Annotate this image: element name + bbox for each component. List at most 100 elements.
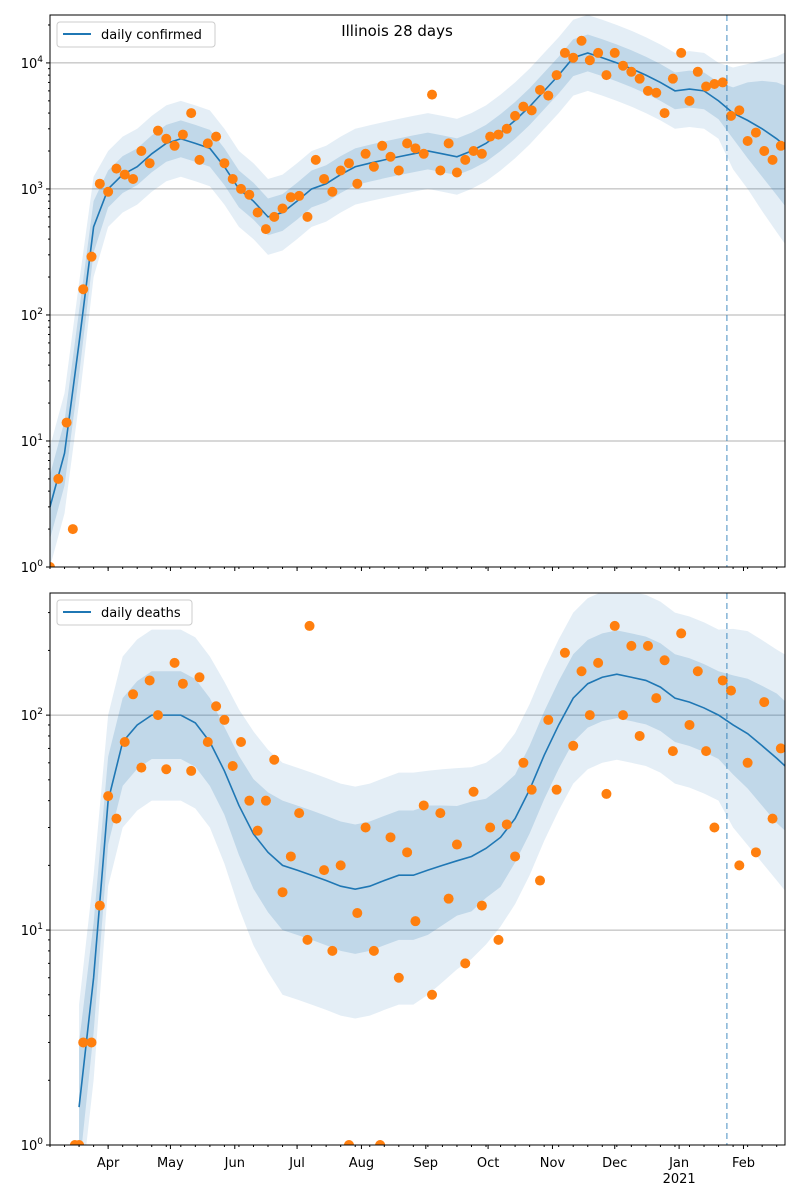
data-point bbox=[435, 808, 446, 819]
data-point bbox=[460, 958, 471, 969]
plot-area bbox=[50, 15, 785, 567]
data-point bbox=[418, 800, 429, 811]
data-point bbox=[485, 131, 496, 142]
data-point bbox=[468, 145, 479, 156]
y-tick-label: 102 bbox=[21, 707, 43, 724]
legend-box bbox=[56, 599, 193, 626]
data-point bbox=[144, 675, 155, 686]
data-point bbox=[368, 945, 379, 956]
data-point bbox=[252, 207, 263, 218]
data-point bbox=[593, 657, 604, 668]
data-point bbox=[294, 190, 305, 201]
data-point bbox=[667, 746, 678, 757]
data-point bbox=[169, 657, 180, 668]
data-point bbox=[576, 666, 587, 677]
data-point bbox=[501, 123, 512, 134]
data-point bbox=[726, 110, 737, 121]
data-point bbox=[684, 719, 695, 730]
data-point bbox=[451, 839, 462, 850]
data-point bbox=[94, 900, 105, 911]
data-point bbox=[74, 1140, 85, 1145]
data-point bbox=[260, 795, 271, 806]
data-point bbox=[227, 760, 238, 771]
data-point bbox=[518, 101, 529, 112]
data-point bbox=[767, 154, 778, 165]
x-year-label: 2021 bbox=[663, 1172, 696, 1187]
x-tick-label: Aug bbox=[349, 1156, 374, 1171]
data-point bbox=[244, 189, 255, 200]
data-point bbox=[343, 158, 354, 169]
data-point bbox=[227, 173, 238, 184]
data-point bbox=[352, 178, 363, 189]
data-point bbox=[535, 875, 545, 886]
data-point bbox=[236, 736, 247, 747]
data-point bbox=[526, 105, 537, 116]
data-point bbox=[277, 203, 288, 214]
data-point bbox=[568, 740, 579, 751]
data-point bbox=[119, 736, 130, 747]
data-point bbox=[559, 47, 570, 58]
data-point bbox=[427, 89, 438, 100]
data-point bbox=[402, 847, 413, 858]
data-point bbox=[526, 784, 537, 795]
data-point bbox=[476, 148, 487, 159]
data-point bbox=[742, 757, 753, 768]
x-tick-label: Jul bbox=[288, 1156, 305, 1171]
legend: daily confirmed bbox=[56, 21, 216, 48]
data-point bbox=[443, 893, 454, 904]
data-point bbox=[194, 672, 205, 683]
data-point bbox=[177, 678, 188, 689]
data-point bbox=[443, 138, 454, 149]
data-point bbox=[618, 60, 629, 71]
data-point bbox=[144, 158, 155, 169]
data-point bbox=[61, 417, 72, 428]
confirmed-panel: 100 101 102 103 104 daily confirmed bbox=[21, 14, 786, 576]
data-point bbox=[510, 110, 521, 121]
x-tick-label: Sep bbox=[414, 1156, 439, 1171]
data-point bbox=[584, 55, 595, 66]
data-point bbox=[128, 689, 139, 700]
y-tick-label: 101 bbox=[21, 922, 43, 939]
data-point bbox=[335, 860, 346, 871]
data-point bbox=[219, 158, 230, 169]
data-point bbox=[177, 129, 188, 140]
axes-frame bbox=[49, 14, 786, 568]
outer-band bbox=[50, 15, 785, 567]
data-point bbox=[510, 851, 521, 862]
data-point bbox=[302, 934, 313, 945]
data-point bbox=[535, 84, 545, 95]
data-point bbox=[194, 154, 205, 165]
data-point bbox=[759, 145, 770, 156]
data-point bbox=[360, 822, 371, 833]
data-point bbox=[676, 628, 687, 639]
data-point bbox=[53, 473, 64, 484]
data-point bbox=[375, 1140, 386, 1145]
data-point bbox=[67, 524, 78, 535]
data-point bbox=[692, 66, 703, 77]
data-point bbox=[609, 620, 620, 631]
data-point bbox=[285, 192, 296, 203]
data-point bbox=[634, 73, 645, 84]
data-point bbox=[236, 183, 247, 194]
data-point bbox=[476, 900, 487, 911]
data-point bbox=[626, 640, 637, 651]
data-point bbox=[485, 822, 496, 833]
data-point bbox=[493, 129, 504, 140]
data-point bbox=[609, 47, 620, 58]
x-tick-label: Feb bbox=[732, 1156, 755, 1171]
data-point bbox=[377, 140, 388, 151]
data-point bbox=[775, 140, 785, 151]
x-tick-label: Dec bbox=[602, 1156, 627, 1171]
data-point bbox=[568, 52, 579, 63]
data-point bbox=[269, 211, 280, 222]
data-point bbox=[651, 87, 662, 98]
data-point bbox=[335, 165, 346, 176]
data-point bbox=[111, 163, 122, 174]
data-point bbox=[136, 762, 147, 773]
data-point bbox=[684, 95, 695, 106]
data-point bbox=[759, 697, 770, 708]
y-tick-label: 101 bbox=[21, 433, 43, 450]
data-point bbox=[717, 77, 728, 88]
data-point bbox=[277, 887, 288, 898]
data-point bbox=[518, 757, 529, 768]
